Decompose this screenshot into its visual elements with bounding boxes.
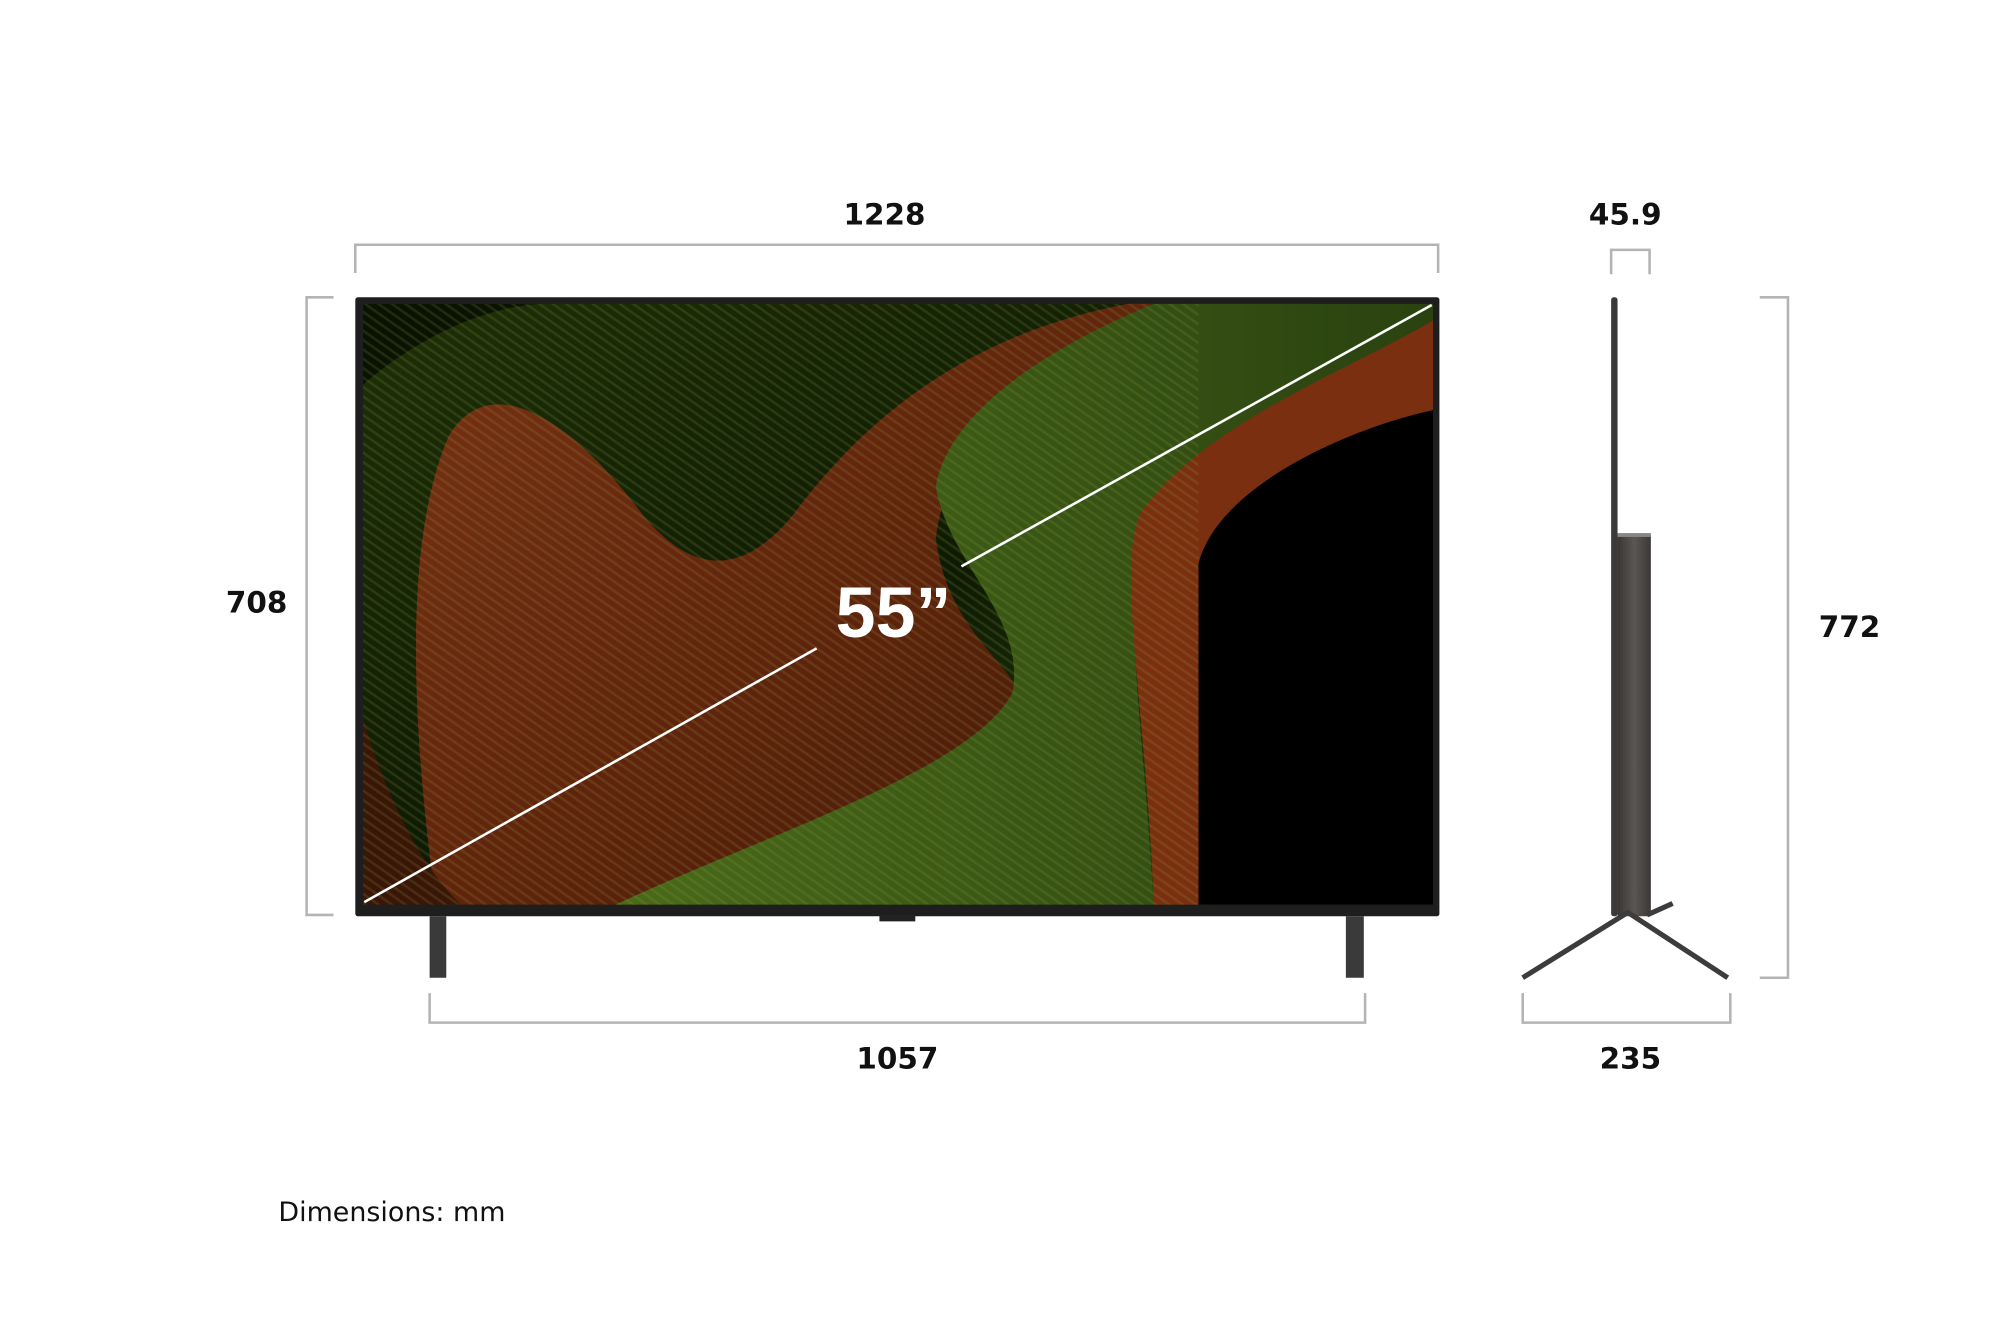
stand-width-bracket (428, 993, 1367, 1024)
right-leg (1345, 916, 1364, 978)
height-bracket (305, 296, 334, 917)
stand-depth-label: 235 (1600, 1042, 1662, 1076)
stand-width-label: 1057 (856, 1042, 938, 1076)
height-label: 708 (226, 586, 288, 620)
total-height-bracket (1759, 296, 1790, 980)
tv-front-view: 55” (355, 297, 1440, 978)
total-height-label: 772 (1819, 610, 1881, 644)
units-note: Dimensions: mm (278, 1197, 505, 1228)
left-leg (429, 916, 447, 978)
diagonal-line-lower (363, 647, 818, 904)
diagonal-line-upper (960, 303, 1433, 568)
depth-label: 45.9 (1589, 197, 1662, 231)
width-bracket (354, 243, 1440, 273)
depth-bracket (1609, 248, 1651, 275)
width-label: 1228 (844, 197, 926, 231)
screen-size-label: 55” (836, 573, 952, 653)
ir-sensor (879, 914, 916, 922)
tv-side-view (1521, 297, 1730, 980)
screen-artwork (362, 303, 1434, 905)
stand-depth-bracket (1521, 993, 1732, 1024)
